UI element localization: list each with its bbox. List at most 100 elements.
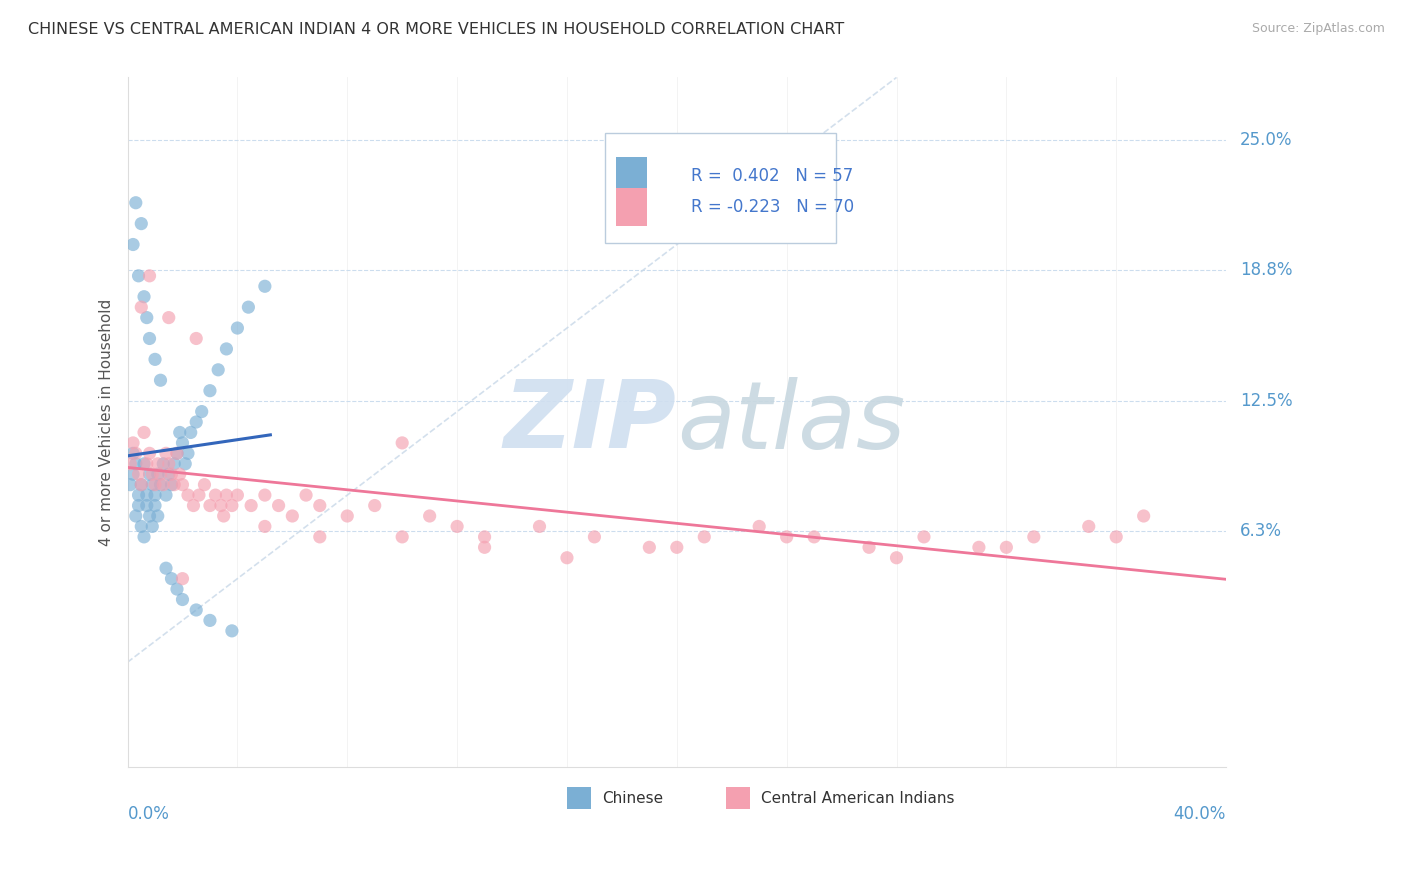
Point [122, 467, 145, 482]
Point [157, 457, 180, 471]
Point [132, 425, 155, 440]
Point [474, 541, 496, 555]
Point [1105, 530, 1128, 544]
Point [1077, 519, 1099, 533]
Point [160, 477, 183, 491]
Point [125, 457, 148, 471]
Point [190, 404, 212, 418]
Point [858, 541, 880, 555]
Text: 0.0%: 0.0% [128, 805, 170, 823]
Point [138, 467, 160, 482]
Text: 40.0%: 40.0% [1174, 805, 1226, 823]
Point [166, 582, 188, 596]
Point [129, 300, 152, 314]
Point [240, 499, 263, 513]
Point [803, 530, 825, 544]
Point [529, 519, 551, 533]
Point [169, 467, 191, 482]
Point [308, 530, 330, 544]
Point [583, 530, 606, 544]
Text: 6.3%: 6.3% [1240, 522, 1282, 540]
Point [143, 488, 166, 502]
Point [204, 488, 226, 502]
Point [295, 488, 318, 502]
Point [177, 446, 200, 460]
Point [135, 499, 157, 513]
Point [135, 457, 157, 471]
Point [125, 446, 148, 460]
Point [198, 384, 221, 398]
Point [146, 508, 169, 523]
Point [281, 508, 304, 523]
Point [129, 217, 152, 231]
Point [1022, 530, 1045, 544]
Text: Source: ZipAtlas.com: Source: ZipAtlas.com [1251, 22, 1385, 36]
Point [135, 310, 157, 325]
Point [267, 499, 290, 513]
Y-axis label: 4 or more Vehicles in Household: 4 or more Vehicles in Household [100, 299, 114, 546]
Point [186, 603, 208, 617]
Point [138, 446, 160, 460]
Point [166, 446, 188, 460]
Point [172, 592, 194, 607]
Point [172, 572, 194, 586]
Point [129, 477, 152, 491]
Text: Central American Indians: Central American Indians [762, 791, 955, 805]
Point [207, 363, 229, 377]
Point [186, 415, 208, 429]
FancyBboxPatch shape [606, 133, 837, 243]
Point [226, 321, 249, 335]
Point [155, 446, 177, 460]
Point [155, 561, 177, 575]
Point [166, 446, 188, 460]
Bar [616, 157, 647, 194]
Point [215, 488, 238, 502]
Point [132, 290, 155, 304]
Point [419, 508, 441, 523]
Text: ZIP: ZIP [503, 376, 676, 468]
Point [122, 436, 145, 450]
Text: CHINESE VS CENTRAL AMERICAN INDIAN 4 OR MORE VEHICLES IN HOUSEHOLD CORRELATION C: CHINESE VS CENTRAL AMERICAN INDIAN 4 OR … [28, 22, 845, 37]
Point [141, 519, 163, 533]
Point [693, 530, 716, 544]
Point [128, 467, 150, 482]
Point [555, 550, 578, 565]
Point [212, 508, 235, 523]
Point [122, 237, 145, 252]
Text: 12.5%: 12.5% [1240, 392, 1292, 410]
Point [169, 425, 191, 440]
Point [132, 530, 155, 544]
Point [122, 446, 145, 460]
Point [308, 499, 330, 513]
Bar [727, 788, 751, 809]
Point [160, 467, 183, 482]
Point [221, 499, 243, 513]
Point [172, 477, 194, 491]
Point [209, 499, 232, 513]
Text: Chinese: Chinese [602, 791, 664, 805]
Point [748, 519, 770, 533]
Point [163, 477, 186, 491]
Point [128, 268, 150, 283]
Point [163, 457, 186, 471]
Point [125, 195, 148, 210]
Point [391, 530, 413, 544]
Point [149, 373, 172, 387]
Point [141, 467, 163, 482]
Point [132, 457, 155, 471]
Point [143, 499, 166, 513]
Text: R =  0.402   N = 57: R = 0.402 N = 57 [692, 167, 853, 185]
Bar [567, 788, 591, 809]
Point [1132, 508, 1154, 523]
Point [143, 352, 166, 367]
Text: 18.8%: 18.8% [1240, 260, 1292, 278]
Point [141, 477, 163, 491]
Bar [616, 187, 647, 226]
Point [157, 310, 180, 325]
Point [177, 488, 200, 502]
Point [152, 457, 174, 471]
Point [967, 541, 990, 555]
Point [336, 508, 359, 523]
Point [128, 488, 150, 502]
Point [174, 457, 197, 471]
